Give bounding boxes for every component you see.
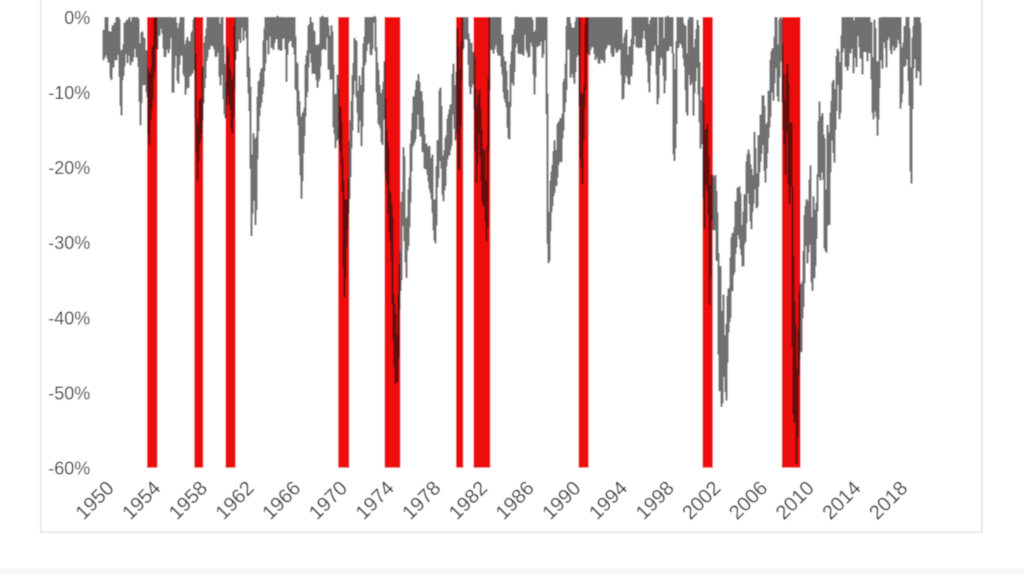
svg-text:-30%: -30%	[48, 233, 90, 253]
svg-text:-20%: -20%	[48, 158, 90, 178]
svg-text:0%: 0%	[64, 8, 90, 28]
svg-text:-50%: -50%	[48, 384, 90, 404]
svg-text:-10%: -10%	[48, 83, 90, 103]
svg-text:-60%: -60%	[48, 459, 90, 479]
svg-text:-40%: -40%	[48, 308, 90, 328]
